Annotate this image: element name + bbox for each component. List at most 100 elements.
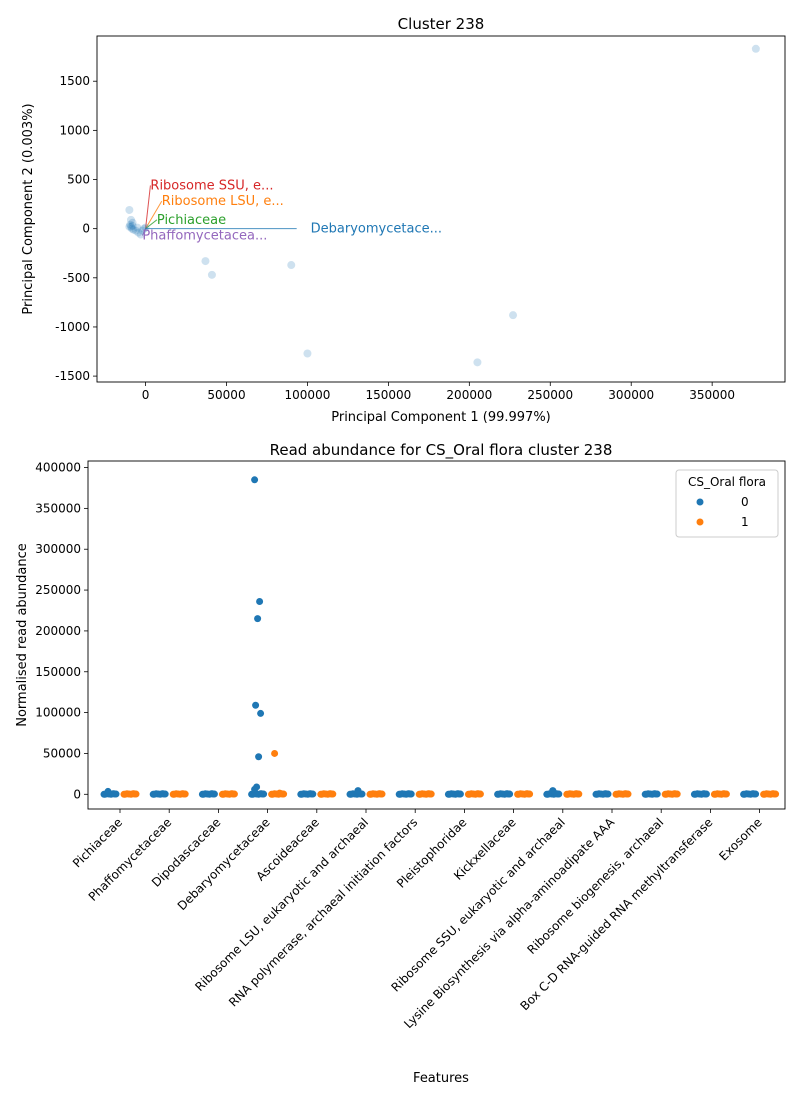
pca-annotation-label: Debaryomycetace... [311,222,442,237]
abundance-axis-ticks: 0 50000 100000 150000 200000 250000 300000 3500… [35,461,765,1032]
abundance-x-tick-label: Phaffomycetaceae [86,815,175,904]
pca-x-tick-label: 50000 [207,388,245,402]
abundance-point [347,790,355,798]
pca-annotation-line [145,185,151,229]
pca-plot-frame [96,35,786,383]
pca-point [125,222,134,231]
pca-point [126,215,135,224]
pca-point [131,226,140,235]
pca-x-tick-label: 350000 [689,388,735,402]
abundance-points [100,476,780,798]
pca-point [134,228,143,237]
pca-point [303,349,312,358]
pca-annotation-line [145,219,158,230]
abundance-point [761,790,769,798]
abundance-outlier-point [271,749,279,757]
pca-y-tick-label: -1500 [55,369,90,383]
abundance-y-tick-label: 0 [73,787,81,801]
pca-x-tick-label: 150000 [365,388,411,402]
abundance-point [515,790,523,798]
abundance-point [179,790,187,798]
abundance-point [454,790,462,798]
abundance-point [671,790,679,798]
abundance-point [544,790,552,798]
abundance-point [474,790,482,798]
abundance-outlier-point [251,476,259,484]
pca-annotation-line [145,200,163,229]
abundance-point [228,790,236,798]
abundance-y-axis-label: Normalised read abundance [15,543,30,727]
pca-x-tick-label: 100000 [285,388,331,402]
pca-point [207,270,216,279]
abundance-outlier-point [104,787,112,795]
pca-y-tick-label: 0 [82,222,90,236]
pca-x-tick-label: 200000 [446,388,492,402]
abundance-point [121,790,129,798]
pca-point [133,223,142,232]
abundance-outlier-point [276,789,284,797]
abundance-outlier-point [354,787,362,795]
pca-point [201,257,210,266]
pca-annotation-label: Pichiaceae [157,213,226,228]
abundance-x-axis-label: Features [413,1071,469,1086]
abundance-y-tick-label: 100000 [35,706,81,720]
abundance-point [445,790,453,798]
abundance-x-tick-label: Ribosome LSU, eukaryotic and archaeal [192,815,371,994]
abundance-outlier-point [252,701,260,709]
abundance-x-tick-label: Debaryomycetaceae [175,815,273,913]
pca-point [751,44,760,53]
legend-label-1: 1 [741,515,749,529]
pca-point [139,224,148,233]
abundance-point [219,790,227,798]
abundance-point [573,790,581,798]
abundance-point [269,790,277,798]
abundance-outlier-point [251,785,259,793]
pca-annotation-label: Ribosome SSU, e... [150,178,273,193]
abundance-point [741,790,749,798]
abundance-plot-frame [87,460,786,810]
pca-y-tick-label: 500 [67,173,90,187]
pca-point [129,225,138,234]
pca-point [126,220,135,229]
abundance-y-tick-label: 250000 [35,583,81,597]
abundance-point [405,790,413,798]
pca-annotation-line [141,228,147,236]
pca-point [127,224,136,233]
pca-point [473,358,482,367]
abundance-point [110,790,118,798]
pca-annotation-label: Phaffomycetacea... [142,229,267,244]
pca-x-tick-label: 300000 [608,388,654,402]
pca-point [128,218,137,227]
abundance-point [170,790,178,798]
pca-x-tick-label: 250000 [527,388,573,402]
abundance-point [770,790,778,798]
abundance-y-tick-label: 50000 [43,746,81,760]
abundance-x-tick-label: RNA polymerase, archaeal initiation fact… [226,815,420,1009]
pca-y-tick-label: 1500 [59,74,90,88]
abundance-point [622,790,630,798]
pca-y-axis-label: Principal Component 2 (0.003%) [21,103,36,314]
abundance-point [396,790,404,798]
abundance-y-tick-label: 350000 [35,501,81,515]
pca-y-tick-label: -1000 [55,320,90,334]
abundance-point [318,790,326,798]
abundance-point [327,790,335,798]
pca-annotation-label: Ribosome LSU, e... [162,194,284,209]
abundance-point [208,790,216,798]
abundance-y-tick-label: 150000 [35,665,81,679]
pca-axis-ticks: 0 50000 100000 150000 200000 250000 300000 3500… [55,74,735,402]
legend-marker-0 [696,498,704,506]
abundance-point [425,790,433,798]
pca-annotations: Ribosome SSU, e...Ribosome LSU, e... Pich… [142,178,442,243]
pca-x-tick-label: 0 [142,388,150,402]
pca-chart: Cluster 238 0 50000 100000 150000 200000 2500… [21,15,786,425]
abundance-x-tick-label: Ribosome SSU, eukaryotic and archaeal [389,815,568,994]
abundance-point [199,790,207,798]
abundance-point [642,790,650,798]
abundance-point [691,790,699,798]
abundance-point [524,790,532,798]
abundance-point [602,790,610,798]
abundance-x-tick-label: Exosome [716,815,764,863]
